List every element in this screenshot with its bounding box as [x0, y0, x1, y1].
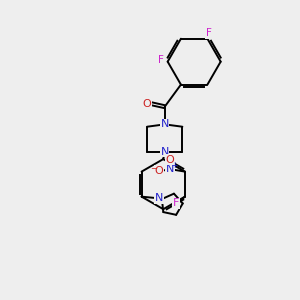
Text: +: +	[171, 161, 177, 170]
Text: N: N	[155, 193, 164, 203]
Text: −: −	[151, 164, 158, 173]
Text: O: O	[154, 166, 163, 176]
Text: F: F	[206, 28, 212, 38]
Text: N: N	[160, 147, 169, 157]
Text: F: F	[158, 55, 164, 65]
Text: N: N	[166, 164, 174, 174]
Text: O: O	[143, 99, 152, 109]
Text: F: F	[173, 198, 179, 208]
Text: N: N	[160, 119, 169, 129]
Text: N: N	[160, 147, 169, 157]
Text: O: O	[166, 155, 175, 165]
